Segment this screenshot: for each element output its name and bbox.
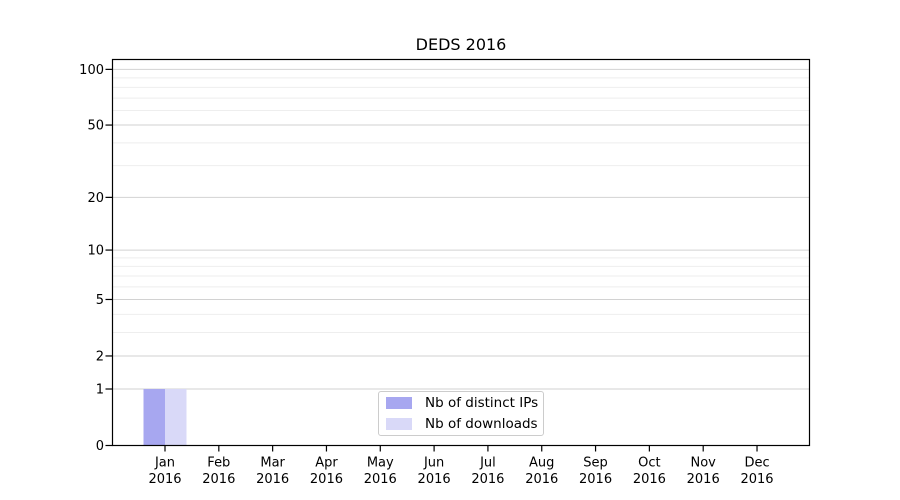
- x-tick-label-year-dec: 2016: [740, 472, 773, 487]
- legend-swatch-distinct-ips: [386, 397, 412, 409]
- legend-swatch-downloads: [386, 418, 412, 430]
- y-tick-label-1: 1: [96, 383, 104, 398]
- x-tick-label-month-nov: Nov: [691, 456, 717, 471]
- x-tick-label-year-oct: 2016: [633, 472, 666, 487]
- legend-label-downloads: Nb of downloads: [425, 416, 538, 432]
- x-tick-label-month-oct: Oct: [638, 456, 660, 471]
- x-tick-label-year-jan: 2016: [148, 472, 181, 487]
- x-tick-label-year-mar: 2016: [256, 472, 289, 487]
- x-tick-label-year-sep: 2016: [579, 472, 612, 487]
- y-tick-label-2: 2: [96, 349, 104, 364]
- x-tick-label-month-jan: Jan: [154, 456, 175, 471]
- x-tick-label-month-feb: Feb: [207, 456, 230, 471]
- y-tick-label-5: 5: [96, 293, 104, 308]
- y-tick-label-20: 20: [87, 191, 104, 206]
- legend-item-distinct-ips: Nb of distinct IPs: [386, 395, 543, 411]
- x-tick-label-month-apr: Apr: [315, 456, 338, 471]
- x-tick-label-year-apr: 2016: [310, 472, 343, 487]
- x-tick-label-year-nov: 2016: [687, 472, 720, 487]
- x-tick-label-year-aug: 2016: [525, 472, 558, 487]
- bar-nb-of-downloads-jan-2016: [165, 389, 187, 446]
- x-tick-label-month-may: May: [367, 456, 394, 471]
- y-tick-label-10: 10: [87, 244, 104, 259]
- x-tick-label-month-dec: Dec: [744, 456, 769, 471]
- x-tick-label-year-jul: 2016: [471, 472, 504, 487]
- x-tick-label-month-aug: Aug: [529, 456, 554, 471]
- plot-frame: [111, 58, 811, 447]
- bar-nb-of-distinct-ips-jan-2016: [143, 389, 165, 446]
- chart-title: DEDS 2016: [415, 35, 507, 54]
- x-tick-label-year-jun: 2016: [418, 472, 451, 487]
- x-tick-label-month-jun: Jun: [423, 456, 444, 471]
- x-tick-label-month-sep: Sep: [583, 456, 608, 471]
- legend-item-downloads: Nb of downloads: [386, 416, 543, 432]
- x-tick-label-month-jul: Jul: [479, 456, 496, 471]
- y-tick-label-0: 0: [96, 439, 104, 454]
- legend-label-distinct-ips: Nb of distinct IPs: [425, 395, 539, 411]
- x-tick-label-month-mar: Mar: [260, 456, 285, 471]
- x-tick-label-year-may: 2016: [364, 472, 397, 487]
- y-tick-label-50: 50: [87, 119, 104, 134]
- legend: Nb of distinct IPs Nb of downloads: [378, 391, 544, 436]
- x-tick-label-year-feb: 2016: [202, 472, 235, 487]
- y-tick-label-100: 100: [79, 63, 104, 78]
